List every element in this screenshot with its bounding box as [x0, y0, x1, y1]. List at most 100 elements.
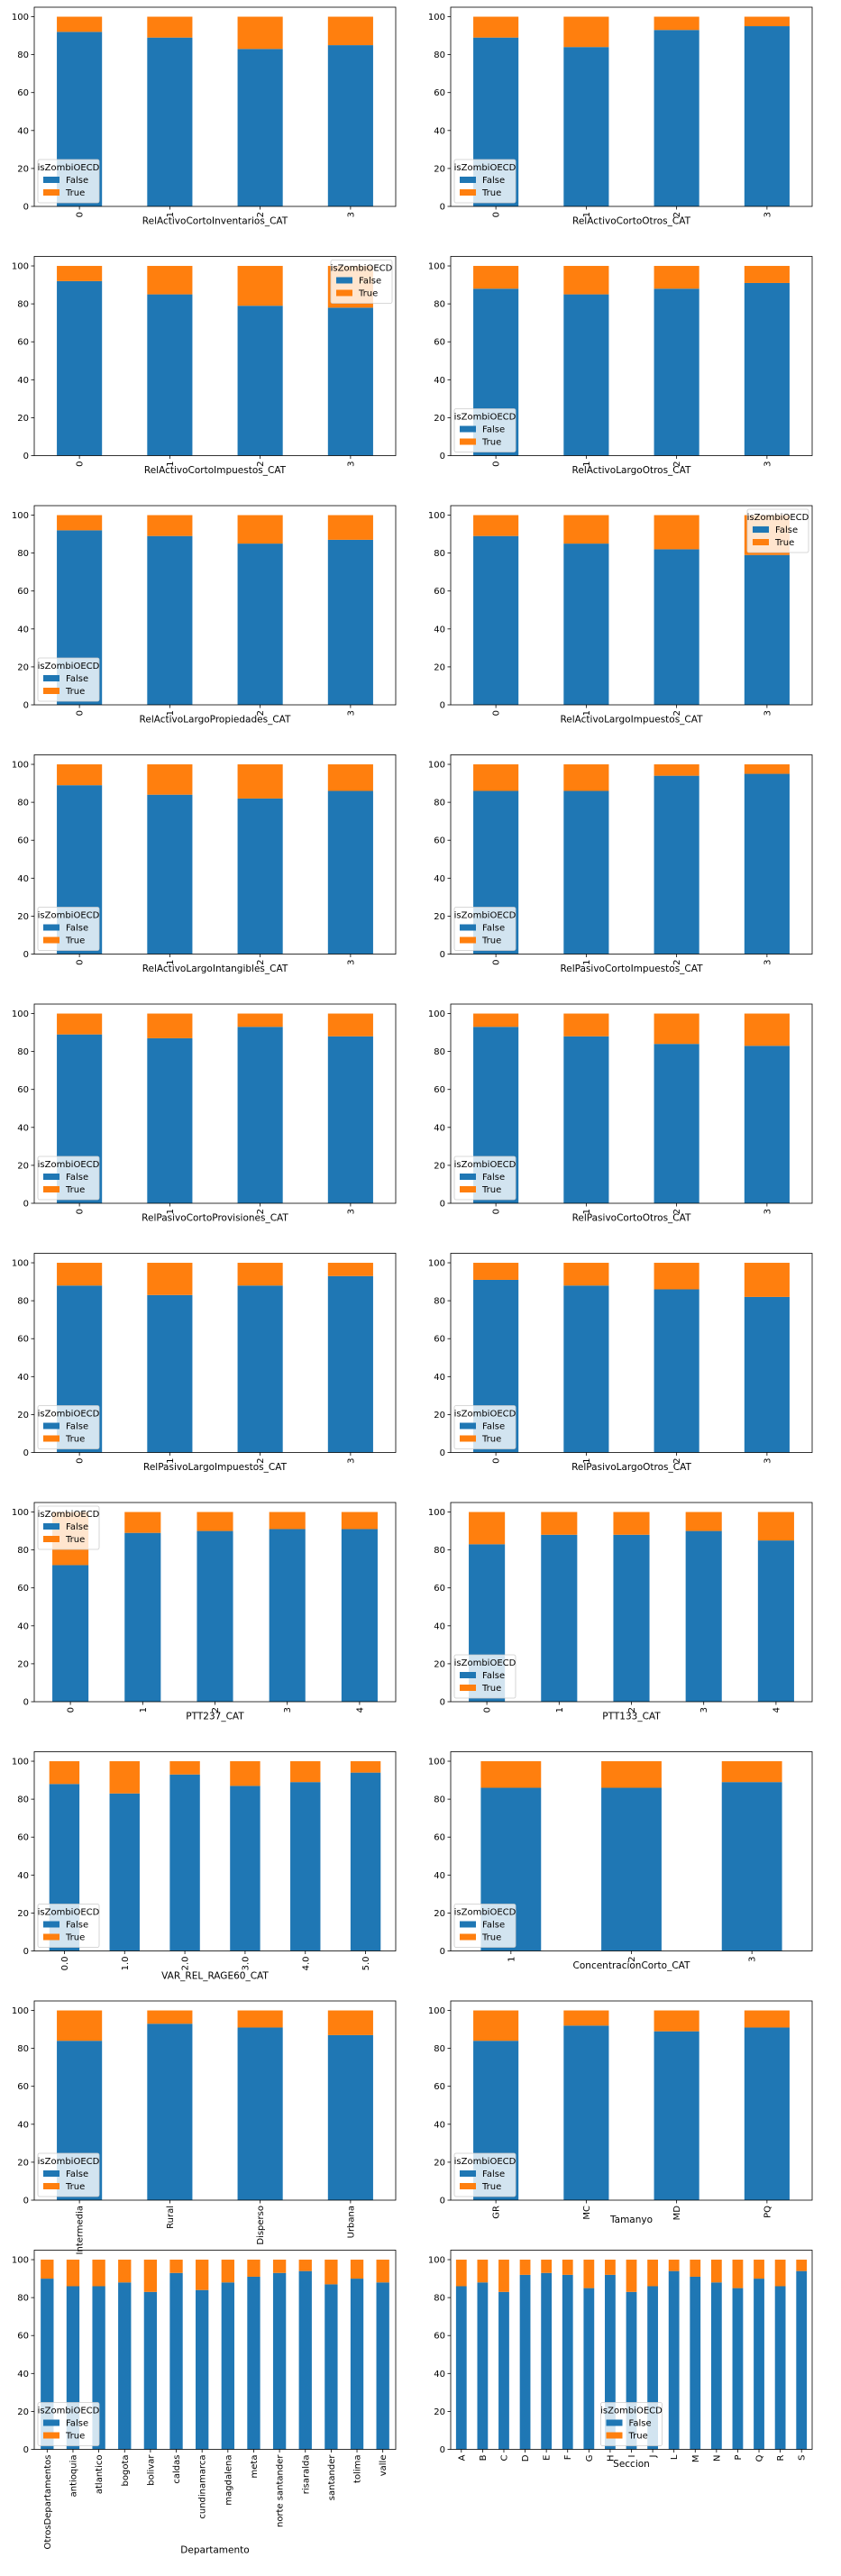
y-tick-label: 60: [434, 1335, 445, 1345]
bar-true-2: [147, 266, 193, 295]
y-tick-label: 20: [17, 1909, 29, 1919]
x-axis-label: Tamanyo: [609, 2215, 653, 2225]
y-tick-label: 80: [17, 1795, 29, 1805]
x-tick-label: F: [563, 2454, 573, 2460]
chart-18: 0 20 40 60 80 100 GR MC MD PQ Tamanyo isZombiOECD Fa…: [428, 2000, 813, 2225]
y-tick-label: 80: [17, 1546, 29, 1556]
legend-swatch-true: [460, 936, 476, 944]
legend: isZombiOECD False True: [453, 1405, 516, 1449]
x-tick-label: 0: [67, 1707, 77, 1713]
y-tick-label: 100: [428, 1758, 445, 1768]
bar-false-15: [754, 2279, 764, 2450]
legend-label-true: True: [774, 538, 794, 548]
legend-label-false: False: [482, 2170, 505, 2179]
x-tick-label: caldas: [172, 2455, 182, 2484]
x-tick-label: santander: [327, 2454, 337, 2501]
bar-true-8: [605, 2260, 616, 2275]
legend-title: isZombiOECD: [38, 1410, 100, 1420]
y-tick-label: 60: [17, 1335, 29, 1345]
legend-swatch-false: [460, 177, 476, 183]
bar-false-2: [124, 1532, 161, 1702]
y-tick-label: 80: [17, 1047, 29, 1057]
legend-swatch-true: [460, 1933, 476, 1941]
legend-title: isZombiOECD: [600, 2407, 663, 2416]
plot-frame: [33, 2000, 397, 2201]
bar-false-3: [721, 1782, 782, 1951]
y-tick-label: 20: [17, 2158, 29, 2168]
bar-true-8: [221, 2260, 234, 2283]
x-tick-label: 1.0: [121, 1957, 131, 1971]
x-tick-label: 2: [672, 461, 682, 467]
legend-label-true: True: [65, 2182, 85, 2192]
x-tick-label: 4.0: [301, 1957, 311, 1971]
bar-true-2: [147, 1263, 193, 1295]
legend-swatch-false: [460, 924, 476, 931]
bar-true-9: [247, 2260, 261, 2277]
y-tick-label: 40: [17, 2370, 29, 2380]
bar-false-6: [169, 2272, 183, 2450]
x-tick-label: valle: [379, 2455, 389, 2477]
bar-false-5: [541, 2272, 553, 2450]
y-tick-label: 60: [434, 338, 445, 348]
y-tick-label: 100: [12, 1009, 29, 1019]
y-tick-label: 20: [434, 1161, 445, 1171]
bar-true-1: [473, 266, 519, 289]
x-tick-label: risaralda: [301, 2455, 311, 2495]
bar-true-12: [325, 2260, 338, 2285]
y-tick-label: 100: [12, 761, 29, 771]
y-tick-label: 0: [440, 452, 445, 461]
legend: isZombiOECD False True: [37, 1156, 100, 1201]
legend-swatch-false: [43, 177, 59, 183]
x-tick-label: 1: [582, 1458, 592, 1464]
legend-title: isZombiOECD: [454, 1410, 516, 1420]
bar-true-15: [754, 2260, 764, 2279]
x-tick-label: 3: [699, 1707, 709, 1713]
bar-true-1: [57, 515, 103, 531]
bar-true-5: [541, 2260, 553, 2273]
y-tick-label: 40: [17, 1123, 29, 1133]
x-tick-label: 3: [763, 212, 772, 217]
bar-true-4: [685, 1512, 722, 1531]
bar-false-4: [118, 2282, 132, 2450]
plot-frame: [33, 1253, 397, 1453]
legend-label-true: True: [65, 188, 85, 198]
legend: isZombiOECD False True: [453, 1654, 516, 1699]
legend: isZombiOECD False True: [453, 159, 516, 204]
chart-16: 0 20 40 60 80 100 1 2 3 ConcentracionCorto_CAT isZ…: [428, 1751, 813, 1971]
y-tick-label: 0: [23, 1200, 29, 1210]
x-axis-label: ConcentracionCorto_CAT: [573, 1960, 690, 1971]
x-tick-label: 2: [627, 1707, 637, 1713]
x-axis-label: RelActivoLargoIntangibles_CAT: [142, 964, 288, 974]
bar-false-2: [563, 294, 609, 456]
bar-false-3: [613, 1534, 650, 1702]
x-tick-label: norte santander: [276, 2454, 286, 2527]
y-tick-label: 60: [434, 88, 445, 98]
legend-label-true: True: [358, 289, 378, 299]
x-tick-label: bogota: [121, 2455, 131, 2487]
y-tick-label: 60: [434, 1085, 445, 1095]
bar-true-3: [654, 1013, 699, 1045]
bar-false-3: [237, 49, 283, 206]
y-tick-label: 0: [440, 2445, 445, 2455]
chart-19: 0 20 40 60 80 100 OtrosDepartamentos antioquia a…: [12, 2250, 397, 2555]
plot-frame: [33, 256, 397, 456]
bar-true-3: [237, 2010, 283, 2028]
plot-frame: [33, 2250, 397, 2450]
y-tick-label: 100: [428, 2006, 445, 2016]
y-tick-label: 20: [17, 2407, 29, 2417]
x-tick-label: 0: [492, 1458, 502, 1464]
y-tick-label: 100: [428, 262, 445, 272]
y-tick-label: 20: [434, 1659, 445, 1669]
bar-false-13: [350, 2279, 364, 2450]
y-tick-label: 40: [434, 625, 445, 635]
legend-swatch-false: [606, 2419, 623, 2426]
bar-true-14: [732, 2260, 744, 2288]
x-tick-label: 4: [355, 1707, 365, 1713]
bar-false-4: [685, 1530, 722, 1702]
legend-label-false: False: [66, 1921, 88, 1931]
x-tick-label: PQ: [763, 2206, 772, 2218]
x-tick-label: Rural: [166, 2206, 176, 2229]
legend-swatch-true: [606, 2432, 623, 2439]
legend-label-true: True: [65, 687, 85, 697]
y-tick-label: 100: [12, 1508, 29, 1518]
